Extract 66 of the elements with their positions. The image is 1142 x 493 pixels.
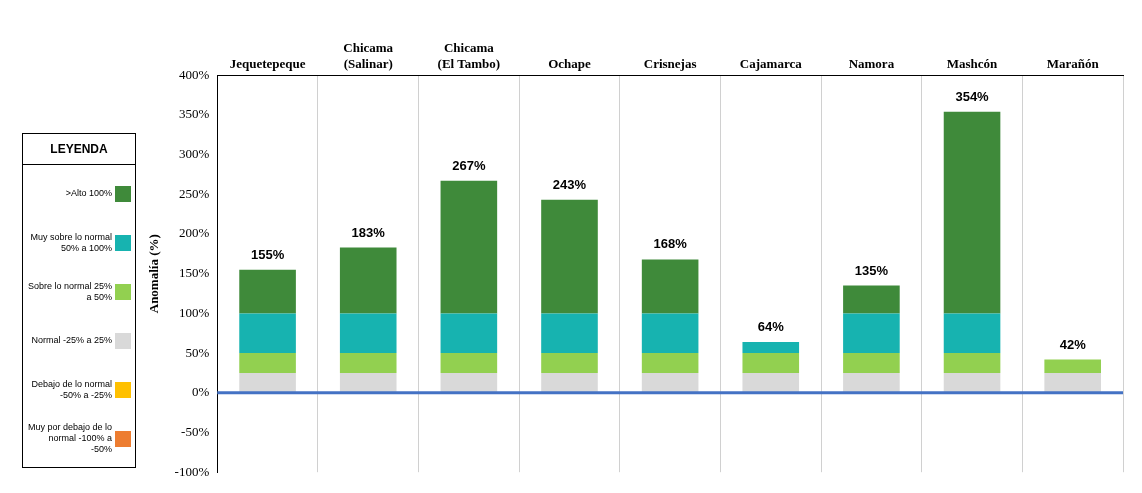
y-tick-label: 50% (185, 344, 210, 360)
bar (339, 313, 397, 354)
bar (339, 353, 397, 373)
bar (239, 353, 296, 373)
bar (440, 180, 498, 314)
bar (742, 353, 800, 373)
total-label: 267% (452, 157, 486, 173)
bar (1044, 372, 1101, 393)
y-tick-label: -50% (181, 423, 210, 439)
bar (239, 372, 296, 393)
bar (1044, 359, 1101, 373)
y-axis-title: Anomalía (%) (146, 234, 162, 314)
bar (239, 313, 296, 354)
total-label: 183% (351, 224, 386, 240)
y-tick-label: 400% (178, 66, 210, 82)
x-tick-label: Marañón (1046, 55, 1100, 71)
bar (440, 313, 498, 354)
legend-label: Muy sobre lo normal 50% a 100% (29, 231, 113, 254)
bar (440, 353, 498, 373)
y-tick-label: 150% (178, 265, 210, 281)
legend-label: Normal -25% a 25% (30, 335, 113, 346)
bar (339, 372, 397, 393)
x-tick-label: Ochape (548, 55, 592, 71)
bar (641, 313, 699, 354)
bar (541, 313, 598, 354)
total-label: 168% (653, 236, 688, 252)
y-tick-label: 300% (178, 146, 210, 162)
total-label: 64% (757, 319, 785, 335)
bar (843, 285, 900, 314)
total-label: 155% (250, 246, 285, 262)
y-tick-label: 0% (191, 384, 210, 400)
bar (239, 269, 296, 314)
x-tick-label: Cajamarca (739, 55, 803, 71)
legend-label: Debajo de lo normal -50% a -25% (30, 378, 113, 401)
x-tick-label: Jequetepeque (229, 55, 306, 71)
bar (843, 313, 900, 354)
bar (943, 111, 1001, 314)
y-tick-label: 250% (178, 185, 210, 201)
y-tick-label: 350% (178, 106, 210, 122)
y-tick-label: -100% (174, 463, 210, 479)
bar (339, 247, 397, 314)
x-tick-label: Namora (848, 55, 895, 71)
total-label: 243% (552, 176, 587, 192)
total-label: 354% (955, 88, 990, 104)
bar (641, 259, 699, 314)
x-tick-label: Chicama (El Tambo) (437, 40, 501, 71)
total-label: 135% (854, 262, 889, 278)
bar (641, 353, 699, 373)
legend-title: LEYENDA (23, 134, 135, 165)
legend-label: >Alto 100% (64, 188, 113, 199)
total-label: 42% (1059, 336, 1087, 352)
x-tick-label: Chicama (Salinar) (343, 40, 394, 71)
bar (843, 353, 900, 373)
bar (943, 353, 1001, 373)
x-tick-label: Crisnejas (643, 55, 697, 71)
y-tick-label: 100% (178, 304, 210, 320)
bar (541, 372, 598, 393)
bar (943, 313, 1001, 354)
bar (641, 372, 699, 393)
bar (541, 353, 598, 373)
bar (742, 341, 800, 354)
bar (541, 199, 598, 314)
x-tick-label: Mashcón (946, 55, 999, 71)
y-tick-label: 200% (178, 225, 210, 241)
legend-label: Muy por debajo de lo normal -100% a -50% (27, 422, 113, 455)
legend-label: Sobre lo normal 25% a 50% (27, 280, 113, 303)
